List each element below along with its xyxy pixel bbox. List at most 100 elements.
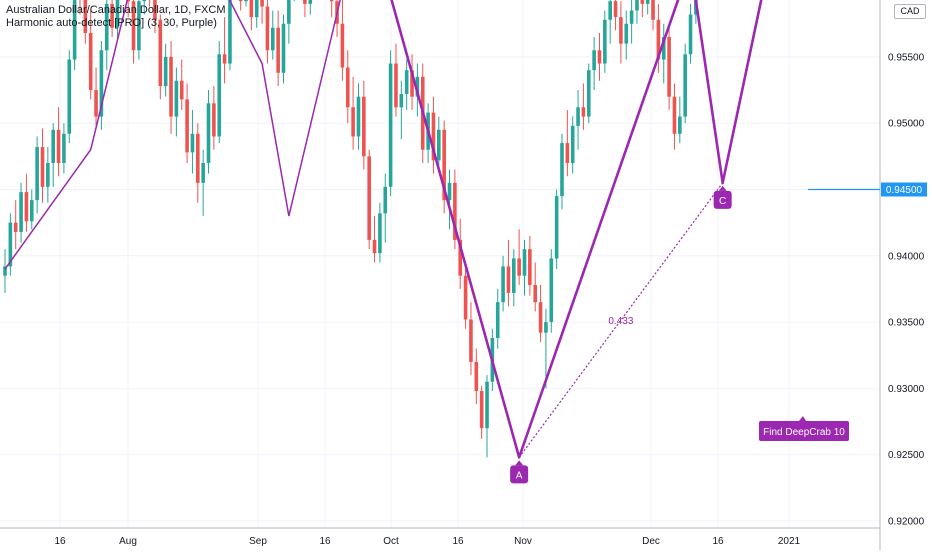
candle-body: [378, 213, 382, 254]
time-tick-label: Aug: [119, 536, 137, 547]
pattern-point-pointer: [718, 185, 727, 191]
candle: [35, 136, 39, 214]
candle: [137, 0, 141, 60]
find-pattern-pointer: [799, 416, 806, 421]
candle-body: [474, 361, 479, 392]
candle-body: [115, 0, 120, 28]
indicator-legend[interactable]: Harmonic auto-detect [PRO] (3, 30, Purpl…: [6, 17, 217, 29]
candle-body: [511, 258, 516, 293]
candle: [190, 109, 195, 174]
candle: [185, 83, 189, 163]
candle: [586, 63, 591, 124]
candle: [254, 0, 259, 28]
candle-body: [560, 143, 564, 197]
candle: [570, 116, 575, 174]
candle-body: [619, 17, 623, 44]
candle: [222, 17, 227, 84]
candle: [24, 173, 29, 232]
candle-body: [442, 129, 446, 201]
candle-body: [388, 63, 393, 187]
candle: [651, 0, 655, 31]
candle-body: [217, 54, 222, 137]
candle: [8, 213, 13, 276]
candle-body: [635, 0, 639, 11]
candle: [56, 107, 61, 177]
candle: [485, 375, 489, 458]
candle-body: [104, 3, 109, 51]
candle-body: [351, 107, 355, 137]
pattern-point-a: A: [510, 460, 529, 484]
ratio-line: [518, 182, 724, 458]
candle-body: [495, 302, 500, 339]
candle: [624, 10, 629, 60]
candle: [287, 0, 291, 44]
candle-body: [303, 0, 307, 4]
candle-body: [372, 239, 377, 254]
candle: [126, 0, 130, 18]
candle-body: [367, 156, 371, 240]
candle-body: [244, 0, 248, 2]
candle-body: [501, 266, 505, 303]
candle: [179, 59, 184, 110]
candle-body: [592, 50, 596, 71]
candle: [592, 37, 596, 91]
price-level-tag-label: 0.94500: [886, 185, 923, 196]
price-tick-label: 0.92500: [888, 450, 925, 461]
candle: [629, 0, 634, 44]
currency-badge[interactable]: CAD: [894, 4, 926, 19]
candle-body: [308, 0, 313, 4]
candle: [437, 116, 441, 170]
candle-body: [131, 1, 136, 51]
candle: [511, 249, 516, 307]
candle: [576, 90, 580, 150]
candle: [13, 200, 18, 250]
candle: [276, 10, 280, 87]
candle-body: [570, 125, 575, 163]
candle: [201, 149, 205, 217]
candle-body: [661, 37, 666, 60]
candle: [619, 1, 623, 64]
time-tick-label: 16: [54, 536, 66, 547]
candle-body: [549, 258, 554, 323]
candle-body: [62, 133, 66, 163]
candle: [265, 0, 270, 64]
candle: [104, 0, 109, 71]
candle: [174, 67, 179, 137]
pattern-point-marker: [510, 465, 529, 484]
time-tick-label: Dec: [642, 536, 660, 547]
candle-body: [185, 99, 189, 153]
candle: [597, 33, 602, 81]
candle: [303, 0, 307, 18]
candle: [62, 123, 66, 174]
candle-body: [356, 96, 361, 137]
candle: [635, 0, 639, 24]
candle: [501, 255, 505, 312]
candle: [46, 147, 50, 203]
candle-body: [383, 186, 388, 214]
candle-body: [88, 33, 93, 91]
candle-body: [362, 96, 366, 157]
candle: [293, 0, 295, 2]
candle: [469, 302, 473, 376]
candle: [538, 284, 543, 342]
candle-body: [19, 192, 23, 232]
candle: [110, 0, 114, 38]
candle-body: [3, 266, 7, 276]
candle: [661, 23, 666, 84]
candle: [238, 0, 243, 11]
candle: [244, 0, 248, 7]
candle: [453, 169, 457, 250]
candle: [212, 86, 216, 150]
candle-body: [46, 162, 50, 187]
price-axis: 0.92000 0.92500 0.93000 0.93500 0.94000 0.945…: [888, 52, 925, 527]
candle: [640, 0, 645, 18]
candle-body: [212, 103, 216, 137]
candle: [72, 0, 77, 71]
candle: [683, 43, 687, 124]
candle-body: [206, 103, 211, 163]
candle: [431, 96, 436, 174]
candle-body: [345, 67, 350, 108]
candle-body: [24, 192, 29, 222]
